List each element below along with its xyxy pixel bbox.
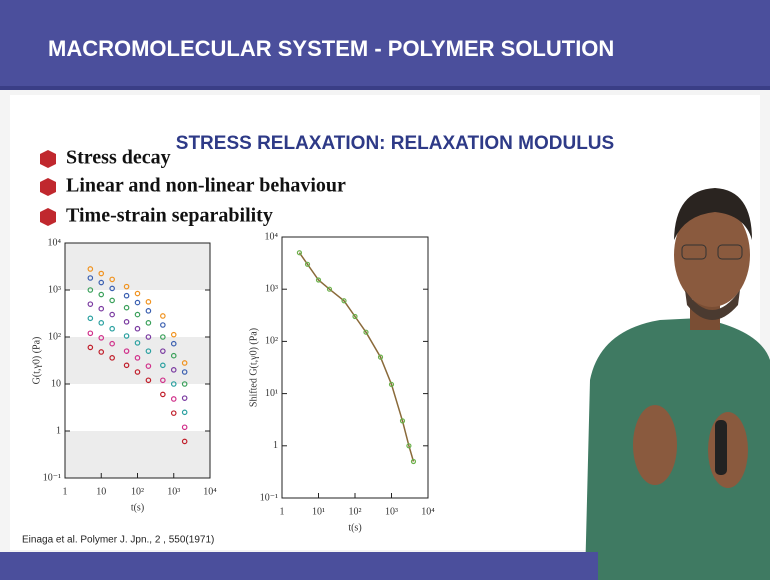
y-tick-label: 1 xyxy=(273,440,278,451)
x-tick-label: 10² xyxy=(131,486,144,497)
y-tick-label: 1 xyxy=(56,425,61,436)
x-tick-label: 10³ xyxy=(385,506,398,517)
bullet: Time-strain separability xyxy=(66,205,273,227)
grid-band xyxy=(65,243,210,290)
slide: MACROMOLECULAR SYSTEM - POLYMER SOLUTION… xyxy=(0,0,770,580)
x-tick-label: 10¹ xyxy=(312,506,325,517)
presenter-hand xyxy=(708,412,748,488)
footer-band xyxy=(0,552,598,580)
y-tick-label: 10⁻¹ xyxy=(43,472,61,483)
presenter-hand xyxy=(633,405,677,485)
x-tick-label: 10³ xyxy=(167,486,180,497)
y-tick-label: 10 xyxy=(51,378,61,389)
presenter-clicker xyxy=(715,420,727,475)
y-tick-label: 10² xyxy=(265,336,278,347)
header-title: MACROMOLECULAR SYSTEM - POLYMER SOLUTION xyxy=(48,36,614,61)
x-tick-label: 10⁴ xyxy=(203,486,217,497)
y-tick-label: 10⁴ xyxy=(265,231,279,242)
y-tick-label: 10⁻¹ xyxy=(260,492,278,503)
bullet: Stress decay xyxy=(66,147,171,169)
y-tick-label: 10⁴ xyxy=(48,237,62,248)
x-tick-label: 10⁴ xyxy=(421,506,435,517)
y-tick-label: 10³ xyxy=(265,283,278,294)
header-rule xyxy=(0,86,770,90)
x-tick-label: 10 xyxy=(96,486,106,497)
x-axis-label: t(s) xyxy=(348,522,361,533)
y-tick-label: 10² xyxy=(48,331,61,342)
x-tick-label: 10² xyxy=(349,506,362,517)
y-axis-label: G(t,γ0) (Pa) xyxy=(31,337,42,385)
x-tick-label: 1 xyxy=(280,506,285,517)
x-tick-label: 1 xyxy=(63,486,68,497)
y-tick-label: 10¹ xyxy=(265,388,278,399)
x-axis-label: t(s) xyxy=(131,502,144,513)
subtitle: STRESS RELAXATION: RELAXATION MODULUS xyxy=(176,133,614,154)
bullet: Linear and non-linear behaviour xyxy=(66,175,346,197)
citation: Einaga et al. Polymer J. Jpn., 2 , 550(1… xyxy=(22,535,214,546)
y-tick-label: 10³ xyxy=(48,284,61,295)
grid-band xyxy=(65,431,210,478)
y-axis-label: Shifted G(t,γ0) (Pa) xyxy=(248,328,259,407)
